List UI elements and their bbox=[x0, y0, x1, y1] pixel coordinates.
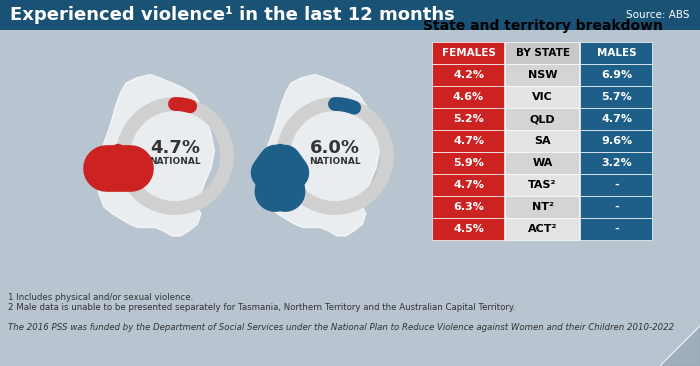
Polygon shape bbox=[660, 326, 700, 366]
Text: 3.2%: 3.2% bbox=[601, 158, 632, 168]
FancyBboxPatch shape bbox=[580, 64, 652, 86]
FancyBboxPatch shape bbox=[505, 86, 579, 108]
Text: 9.6%: 9.6% bbox=[601, 136, 632, 146]
Text: 4.2%: 4.2% bbox=[453, 70, 484, 80]
Text: 6.0%: 6.0% bbox=[310, 139, 360, 157]
Text: VIC: VIC bbox=[532, 92, 553, 102]
Text: 5.9%: 5.9% bbox=[453, 158, 484, 168]
FancyBboxPatch shape bbox=[580, 130, 652, 152]
Polygon shape bbox=[260, 75, 379, 236]
Text: -: - bbox=[614, 224, 619, 234]
FancyBboxPatch shape bbox=[432, 174, 504, 196]
Text: TAS²: TAS² bbox=[528, 180, 556, 190]
Polygon shape bbox=[108, 156, 127, 189]
Text: NATIONAL: NATIONAL bbox=[149, 157, 201, 167]
Text: MALES: MALES bbox=[596, 48, 636, 58]
FancyBboxPatch shape bbox=[505, 152, 579, 174]
Circle shape bbox=[113, 145, 123, 154]
FancyBboxPatch shape bbox=[505, 64, 579, 86]
Text: The 2016 PSS was funded by the Department of Social Services under the National : The 2016 PSS was funded by the Departmen… bbox=[8, 323, 674, 332]
FancyBboxPatch shape bbox=[580, 86, 652, 108]
FancyBboxPatch shape bbox=[580, 152, 652, 174]
FancyBboxPatch shape bbox=[505, 42, 579, 64]
FancyBboxPatch shape bbox=[580, 174, 652, 196]
Text: 6.9%: 6.9% bbox=[601, 70, 632, 80]
Text: 4.7%: 4.7% bbox=[453, 180, 484, 190]
Text: State and territory breakdown: State and territory breakdown bbox=[423, 19, 662, 33]
Text: 6.3%: 6.3% bbox=[453, 202, 484, 212]
FancyBboxPatch shape bbox=[505, 174, 579, 196]
Text: 4.7%: 4.7% bbox=[150, 139, 200, 157]
FancyBboxPatch shape bbox=[432, 108, 504, 130]
Text: 5.7%: 5.7% bbox=[601, 92, 632, 102]
FancyBboxPatch shape bbox=[432, 64, 504, 86]
Text: WA: WA bbox=[532, 158, 553, 168]
Text: ACT²: ACT² bbox=[528, 224, 557, 234]
Text: 1 Includes physical and/or sexual violence.: 1 Includes physical and/or sexual violen… bbox=[8, 293, 193, 302]
FancyBboxPatch shape bbox=[580, 42, 652, 64]
FancyBboxPatch shape bbox=[505, 218, 579, 240]
FancyBboxPatch shape bbox=[432, 218, 504, 240]
FancyBboxPatch shape bbox=[432, 130, 504, 152]
Text: NT²: NT² bbox=[531, 202, 554, 212]
FancyBboxPatch shape bbox=[432, 86, 504, 108]
Polygon shape bbox=[660, 326, 700, 366]
FancyBboxPatch shape bbox=[580, 218, 652, 240]
Text: 4.7%: 4.7% bbox=[601, 114, 632, 124]
Text: NSW: NSW bbox=[528, 70, 557, 80]
FancyBboxPatch shape bbox=[432, 196, 504, 218]
Text: NATIONAL: NATIONAL bbox=[309, 157, 360, 167]
Text: Experienced violence¹ in the last 12 months: Experienced violence¹ in the last 12 mon… bbox=[10, 6, 455, 24]
FancyBboxPatch shape bbox=[432, 152, 504, 174]
Circle shape bbox=[275, 145, 285, 154]
Text: 2 Male data is unable to be presented separately for Tasmania, Northern Territor: 2 Male data is unable to be presented se… bbox=[8, 303, 515, 312]
Text: -: - bbox=[614, 202, 619, 212]
Text: 4.6%: 4.6% bbox=[453, 92, 484, 102]
FancyBboxPatch shape bbox=[505, 108, 579, 130]
FancyBboxPatch shape bbox=[505, 196, 579, 218]
FancyBboxPatch shape bbox=[0, 0, 700, 30]
Text: 5.2%: 5.2% bbox=[453, 114, 484, 124]
Text: FEMALES: FEMALES bbox=[442, 48, 496, 58]
Text: SA: SA bbox=[534, 136, 551, 146]
FancyBboxPatch shape bbox=[432, 42, 504, 64]
FancyBboxPatch shape bbox=[276, 156, 284, 179]
FancyBboxPatch shape bbox=[580, 108, 652, 130]
Text: 4.5%: 4.5% bbox=[453, 224, 484, 234]
FancyBboxPatch shape bbox=[580, 196, 652, 218]
Text: QLD: QLD bbox=[530, 114, 555, 124]
Polygon shape bbox=[95, 75, 214, 236]
Text: 4.7%: 4.7% bbox=[453, 136, 484, 146]
Text: Source: ABS: Source: ABS bbox=[626, 10, 690, 20]
Text: BY STATE: BY STATE bbox=[515, 48, 570, 58]
FancyBboxPatch shape bbox=[505, 130, 579, 152]
Text: -: - bbox=[614, 180, 619, 190]
